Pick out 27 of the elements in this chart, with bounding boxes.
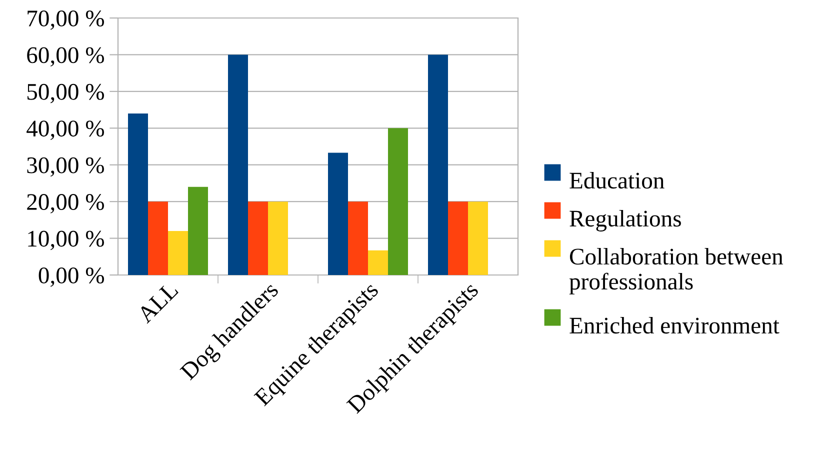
legend-label: Regulations: [570, 210, 681, 232]
bar: [448, 202, 468, 275]
bar: [268, 202, 288, 275]
bar: [368, 250, 388, 275]
bar: [388, 128, 408, 275]
bar: [228, 54, 248, 275]
bar: [168, 230, 188, 275]
legend-label: Collaboration between professionals: [569, 248, 784, 294]
bar: [128, 113, 148, 275]
y-tick-label: 70,00 %: [28, 10, 104, 30]
bar: [248, 202, 268, 275]
y-tick-label: 20,00 %: [27, 194, 104, 214]
legend-label: Enriched environment: [570, 317, 780, 334]
bar: [188, 186, 208, 275]
y-tick-label: 60,00 %: [27, 47, 104, 67]
bar: [348, 202, 368, 275]
x-tick-label: ALL: [136, 281, 179, 324]
y-tick-label: 0,00 %: [38, 267, 104, 287]
legend-label: Education: [570, 172, 664, 189]
bar: [148, 202, 168, 275]
y-tick-label: 40,00 %: [26, 120, 104, 140]
bar: [328, 152, 348, 275]
bar: [428, 54, 448, 275]
bar: [468, 202, 488, 275]
y-tick-label: 10,00 %: [28, 230, 104, 250]
y-tick-label: 50,00 %: [27, 84, 104, 104]
y-tick-label: 30,00 %: [27, 157, 104, 177]
